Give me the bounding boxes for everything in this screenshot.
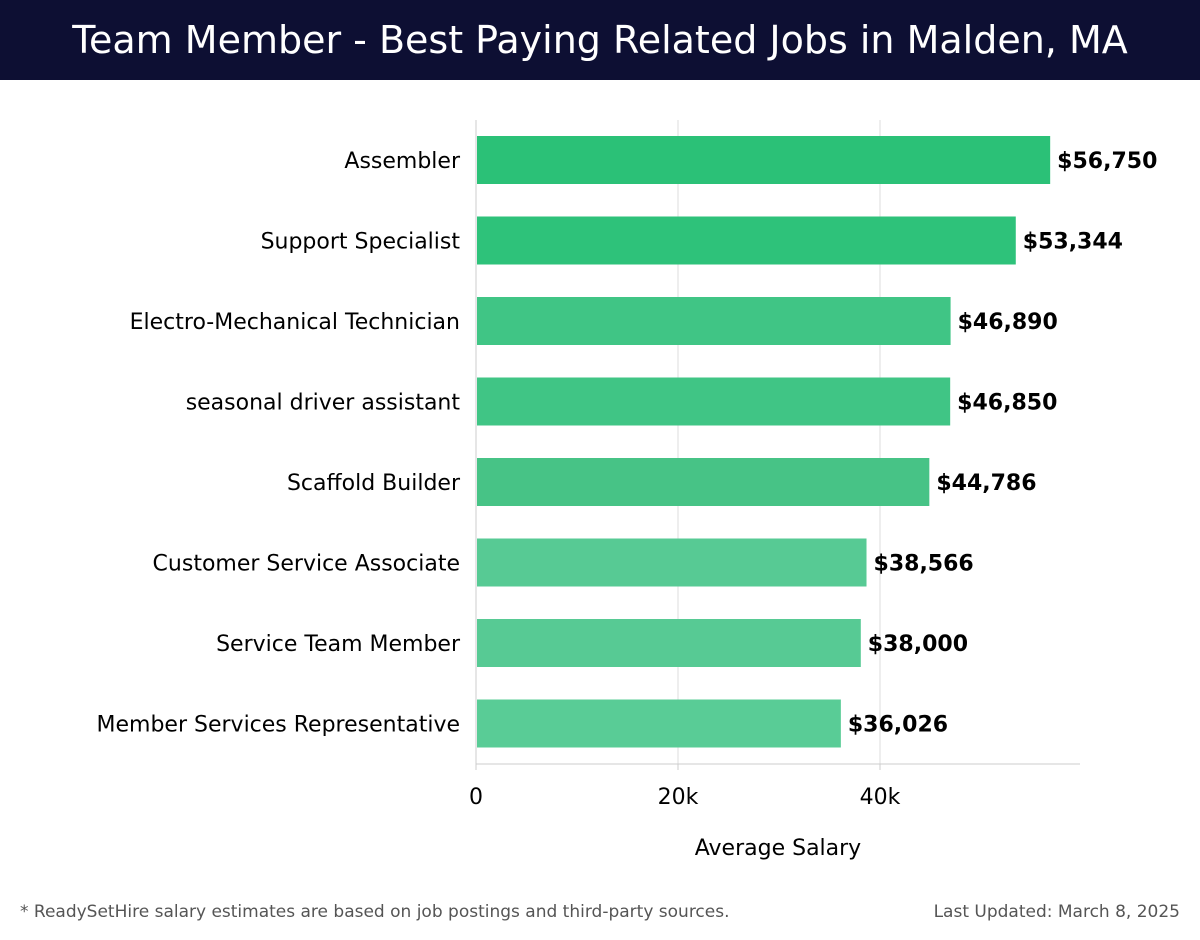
chart-title: Team Member - Best Paying Related Jobs i…	[72, 18, 1128, 62]
bar	[477, 538, 867, 587]
value-label: $53,344	[1023, 230, 1123, 255]
category-label: Customer Service Associate	[153, 552, 460, 577]
bar	[477, 136, 1051, 184]
bar	[477, 619, 861, 667]
category-label: Electro-Mechanical Technician	[130, 310, 460, 335]
bar	[477, 216, 1016, 265]
footer-note: * ReadySetHire salary estimates are base…	[20, 902, 730, 922]
value-label: $46,890	[958, 310, 1058, 335]
category-label: Assembler	[344, 149, 461, 174]
value-label: $44,786	[936, 471, 1036, 496]
value-label: $38,566	[874, 552, 974, 577]
bar	[477, 297, 951, 345]
x-tick-label: 0	[469, 785, 483, 810]
value-label: $46,850	[957, 391, 1057, 416]
x-tick-label: 40k	[860, 785, 901, 810]
category-label: Support Specialist	[261, 230, 461, 255]
x-tick-label: 20k	[658, 785, 699, 810]
bar-chart: 0 20k 40k Average Salary Assembler $56,750 Sup…	[97, 120, 1157, 861]
bar	[477, 458, 930, 506]
x-axis-title: Average Salary	[695, 836, 861, 861]
category-label: seasonal driver assistant	[186, 391, 461, 416]
bar	[477, 377, 951, 426]
value-label: $36,026	[848, 713, 948, 738]
title-bar: Team Member - Best Paying Related Jobs i…	[0, 0, 1200, 80]
value-label: $56,750	[1057, 149, 1157, 174]
value-label: $38,000	[868, 632, 968, 657]
bar	[477, 699, 841, 748]
category-label: Member Services Representative	[97, 713, 460, 738]
category-label: Service Team Member	[216, 632, 461, 657]
last-updated: Last Updated: March 8, 2025	[933, 902, 1180, 922]
category-label: Scaffold Builder	[287, 471, 461, 496]
